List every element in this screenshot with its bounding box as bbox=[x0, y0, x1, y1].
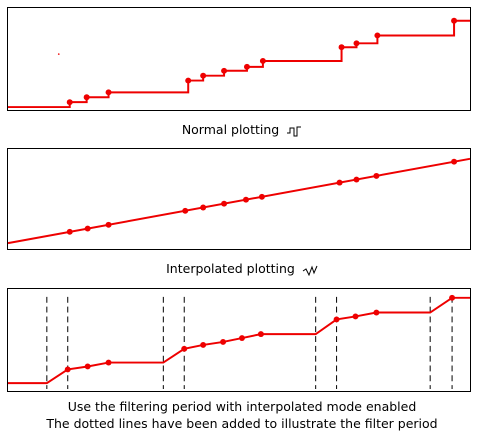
sample-marker bbox=[373, 172, 380, 179]
sample-marker bbox=[84, 225, 91, 232]
filtered-plot bbox=[8, 294, 470, 390]
sample-marker bbox=[200, 72, 207, 79]
sample-marker bbox=[66, 99, 73, 106]
interpolated-plot-caption: Interpolated plotting bbox=[0, 261, 484, 276]
sample-marker bbox=[352, 313, 359, 320]
sample-marker bbox=[105, 89, 112, 96]
normal-plot-caption-text: Normal plotting bbox=[181, 122, 280, 137]
sample-marker bbox=[200, 341, 207, 348]
sample-marker bbox=[451, 17, 458, 24]
filtered-plot-caption-line2: The dotted lines have been added to illu… bbox=[46, 416, 438, 431]
sample-marker bbox=[333, 316, 340, 323]
sample-marker bbox=[353, 176, 360, 183]
sample-marker bbox=[374, 32, 381, 39]
step-trace bbox=[8, 19, 470, 109]
ramp-waveform-icon bbox=[302, 265, 318, 276]
normal-plot-caption: Normal plotting bbox=[0, 122, 484, 137]
sample-marker bbox=[336, 179, 343, 186]
sample-marker bbox=[242, 196, 249, 203]
interpolated-plot-panel bbox=[7, 148, 471, 250]
sample-marker bbox=[258, 193, 265, 200]
interpolated-plot-caption-text: Interpolated plotting bbox=[166, 261, 295, 276]
sample-marker bbox=[200, 204, 207, 211]
sample-marker bbox=[257, 331, 264, 338]
sample-marker bbox=[338, 44, 345, 51]
sample-marker bbox=[221, 200, 228, 207]
normal-plot bbox=[8, 17, 470, 109]
sample-marker bbox=[259, 58, 266, 64]
sample-marker bbox=[66, 228, 73, 235]
sample-marker bbox=[221, 67, 228, 74]
sample-marker bbox=[83, 94, 90, 101]
filtered-plot-panel bbox=[7, 288, 471, 392]
sample-marker bbox=[185, 77, 192, 84]
filtered-trace bbox=[8, 296, 470, 385]
stray-dot bbox=[57, 53, 60, 55]
sample-marker bbox=[84, 363, 91, 370]
normal-plot-panel bbox=[7, 7, 471, 111]
sample-marker bbox=[182, 207, 189, 214]
sample-marker bbox=[105, 359, 112, 366]
sample-marker bbox=[353, 40, 360, 47]
sample-marker bbox=[449, 294, 456, 301]
interpolated-plot bbox=[7, 157, 471, 245]
sample-marker bbox=[64, 366, 71, 373]
sample-marker bbox=[451, 158, 458, 165]
step-waveform-icon bbox=[287, 126, 302, 136]
sample-marker bbox=[105, 221, 112, 228]
sample-marker bbox=[239, 335, 245, 341]
filtered-plot-caption-line1: Use the filtering period with interpolat… bbox=[67, 399, 417, 414]
interpolated-trace bbox=[7, 157, 471, 245]
sample-marker bbox=[243, 63, 250, 70]
sample-marker bbox=[220, 339, 227, 345]
sample-marker bbox=[181, 345, 188, 352]
sample-marker bbox=[373, 309, 380, 316]
